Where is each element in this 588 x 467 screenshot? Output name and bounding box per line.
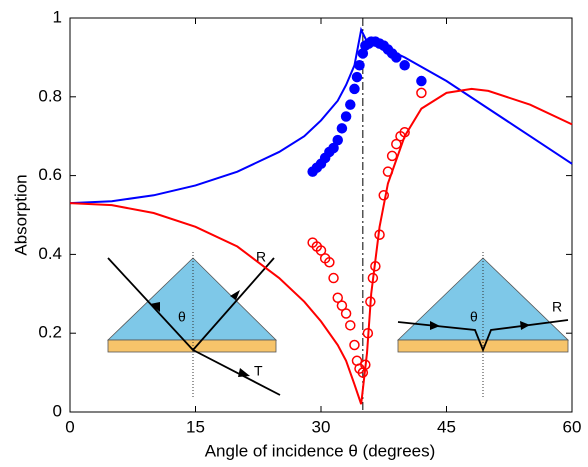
data-point [378, 190, 389, 201]
data-point [340, 308, 352, 319]
data-point [324, 257, 335, 268]
data-point [391, 52, 402, 63]
x-tick-label: 30 [312, 417, 331, 436]
y-tick-label: 0 [53, 401, 62, 420]
data-point [349, 339, 360, 351]
data-point [332, 134, 343, 146]
x-tick-label: 45 [437, 417, 456, 436]
data-point [340, 111, 352, 122]
data-point [365, 296, 376, 307]
series-line [69, 26, 573, 205]
data-point [416, 87, 427, 99]
y-tick-label: 0.6 [38, 165, 62, 184]
data-point [354, 60, 365, 71]
x-axis-label: Angle of incidence θ (degrees) [205, 441, 436, 460]
y-tick-label: 0.2 [38, 323, 62, 342]
y-tick-label: 1 [53, 7, 62, 26]
data-point [351, 71, 363, 83]
data-point [328, 142, 339, 154]
data-point [336, 300, 348, 311]
data-point [391, 138, 402, 150]
annotation: R [256, 249, 266, 265]
annotation: θ [470, 309, 478, 325]
data-point [382, 166, 394, 177]
y-tick-label: 0.4 [38, 244, 62, 263]
data-point [345, 99, 356, 110]
data-point [416, 75, 427, 87]
x-tick-label: 60 [563, 417, 582, 436]
data-point [370, 260, 381, 272]
data-point [399, 127, 410, 138]
x-tick-label: 15 [186, 417, 205, 436]
inset-left [107, 252, 281, 398]
y-axis-label: Absorption [11, 174, 30, 255]
data-point [315, 245, 327, 256]
inset-right [397, 252, 569, 398]
x-tick-label: 0 [65, 417, 74, 436]
annotation: T [254, 363, 263, 379]
data-point [332, 292, 343, 303]
data-point [360, 359, 371, 370]
axes-frame [69, 17, 573, 413]
data-point [362, 327, 374, 339]
data-point [336, 123, 348, 134]
series-line [69, 87, 573, 405]
annotation: θ [178, 309, 186, 325]
data-point [386, 150, 398, 162]
data-point [367, 272, 379, 284]
data-point [374, 229, 385, 240]
data-point [345, 320, 356, 331]
y-tick-label: 0.8 [38, 86, 62, 105]
data-point [349, 83, 360, 95]
annotation: R [552, 299, 562, 315]
data-point [399, 60, 410, 71]
data-point [328, 272, 339, 284]
